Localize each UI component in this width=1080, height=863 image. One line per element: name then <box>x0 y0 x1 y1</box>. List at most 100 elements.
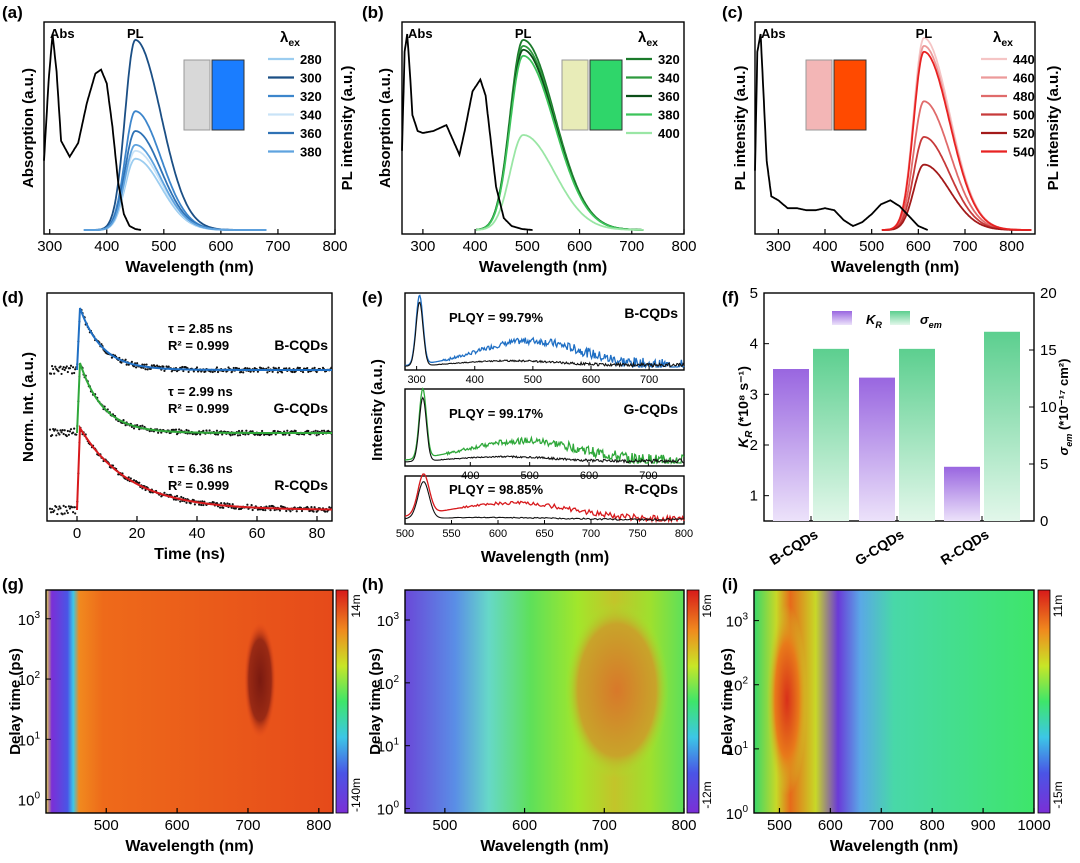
decay-data-point <box>204 370 207 373</box>
inset-vial-daylight <box>805 59 833 131</box>
category-label: B-CQDs <box>767 526 821 568</box>
decay-data-point <box>62 366 65 369</box>
colorbar-max-label: 16m <box>700 594 714 617</box>
y-tick-label: 4 <box>750 336 758 353</box>
decay-data-point <box>136 362 139 365</box>
decay-data-point <box>160 431 163 434</box>
decay-data-point <box>70 372 74 375</box>
x-tick-label: 300 <box>37 238 62 255</box>
decay-data-point <box>278 509 282 512</box>
decay-data-point <box>175 494 179 498</box>
decay-data-point <box>315 370 318 374</box>
decay-data-point <box>48 507 52 510</box>
x-tick-label: 600 <box>567 238 592 255</box>
x-tick-label: 500 <box>151 238 176 255</box>
decay-data-point <box>52 367 55 371</box>
decay-data-point <box>307 429 310 433</box>
decay-data-point <box>163 491 166 494</box>
x-tick-label: 20 <box>129 525 146 542</box>
subplot-frame <box>404 292 685 371</box>
decay-data-point <box>135 366 138 369</box>
decay-data-point <box>136 423 139 427</box>
decay-data-point <box>63 368 66 372</box>
decay-data-point <box>235 367 238 370</box>
y-tick-label: 100 <box>377 800 400 819</box>
decay-data-point <box>62 432 65 436</box>
decay-data-point <box>146 368 149 371</box>
decay-data-point <box>53 372 56 375</box>
decay-data-point <box>132 479 136 482</box>
decay-data-point <box>49 511 53 514</box>
decay-data-point <box>143 425 146 429</box>
decay-data-point <box>165 365 168 368</box>
decay-data-point <box>64 366 67 370</box>
decay-data-point <box>230 371 233 374</box>
decay-data-point <box>132 365 136 368</box>
decay-data-point <box>231 433 234 436</box>
tau-label: τ = 6.36 ns <box>168 461 233 476</box>
decay-data-point <box>226 502 229 505</box>
decay-data-point <box>66 511 69 515</box>
decay-data-point <box>67 505 70 508</box>
legend-label: σem <box>920 312 942 330</box>
y-tick-label: 102 <box>377 674 400 693</box>
decay-data-point <box>322 429 326 432</box>
decay-data-point <box>129 477 132 480</box>
decay-data-point <box>276 371 279 374</box>
decay-data-point <box>64 505 67 509</box>
category-label: R-CQDs <box>938 526 992 568</box>
decay-data-point <box>272 505 275 508</box>
decay-data-point <box>286 429 289 432</box>
decay-data-point <box>110 356 114 359</box>
decay-data-point <box>138 481 141 484</box>
x-tick-label: 550 <box>442 528 460 540</box>
decay-data-point <box>181 365 184 369</box>
decay-data-point <box>69 364 73 367</box>
decay-data-point <box>212 501 215 504</box>
decay-data-point <box>61 429 64 432</box>
decay-data-point <box>60 431 63 434</box>
decay-data-point <box>141 424 144 427</box>
decay-data-point <box>180 495 183 499</box>
decay-data-point <box>195 366 199 369</box>
series-name: G-CQDs <box>624 401 679 417</box>
y-axis-title: Delay time (ps) <box>367 648 384 755</box>
x-tick-label: 800 <box>671 817 696 834</box>
decay-data-point <box>198 503 201 506</box>
legend-label: 280 <box>300 52 322 67</box>
plot-frame <box>43 21 336 235</box>
decay-data-point <box>65 509 68 512</box>
decay-data-point <box>230 506 233 509</box>
plqy-label: PLQY = 99.17% <box>449 406 544 421</box>
r2-label: R² = 0.999 <box>168 338 229 353</box>
decay-data-point <box>320 429 324 432</box>
y-tick-label: 102 <box>18 670 41 689</box>
legend-label: 300 <box>300 71 322 86</box>
decay-data-point <box>301 370 305 374</box>
decay-data-point <box>69 428 73 431</box>
decay-data-point <box>295 510 298 513</box>
plot-frame <box>46 292 333 522</box>
x-tick-label: 300 <box>410 238 435 255</box>
decay-data-point <box>314 429 317 432</box>
decay-data-point <box>56 429 59 432</box>
legend-swatch <box>890 311 910 325</box>
panel-label: (i) <box>722 575 738 594</box>
decay-data-point <box>244 367 247 370</box>
panel-label: (a) <box>2 3 23 22</box>
decay-data-point <box>143 363 146 366</box>
y-axis-title-right: PL intensity (a.u.) <box>339 66 356 191</box>
decay-data-point <box>145 363 148 366</box>
decay-data-point <box>282 433 285 436</box>
decay-data-point <box>280 371 284 374</box>
series-name: B-CQDs <box>274 337 328 353</box>
plot-frame <box>45 589 334 814</box>
y-tick-label-right: 20 <box>1040 285 1057 302</box>
decay-data-point <box>262 508 265 512</box>
pl-series-line <box>476 134 644 231</box>
decay-data-point <box>236 434 240 437</box>
decay-data-point <box>221 433 224 436</box>
y-tick-label-right: 10 <box>1040 399 1057 416</box>
legend-label: 360 <box>658 89 680 104</box>
decay-data-point <box>172 428 175 432</box>
